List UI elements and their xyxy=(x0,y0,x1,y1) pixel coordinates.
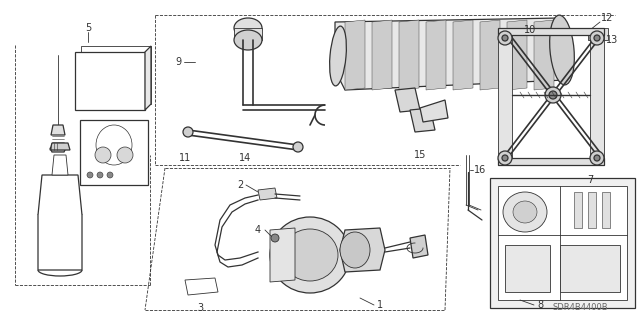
Polygon shape xyxy=(505,245,550,292)
Ellipse shape xyxy=(293,142,303,152)
Text: 7: 7 xyxy=(587,175,593,185)
Text: 5: 5 xyxy=(85,23,91,33)
Text: 3: 3 xyxy=(197,303,203,313)
Ellipse shape xyxy=(271,234,279,242)
Polygon shape xyxy=(498,30,512,165)
Polygon shape xyxy=(453,20,473,90)
Text: SDR4B4400B: SDR4B4400B xyxy=(552,303,608,313)
Text: 14: 14 xyxy=(239,153,251,163)
Polygon shape xyxy=(395,88,420,112)
Polygon shape xyxy=(270,228,295,282)
Polygon shape xyxy=(52,155,68,175)
Ellipse shape xyxy=(87,172,93,178)
Polygon shape xyxy=(38,175,82,270)
Polygon shape xyxy=(80,120,148,185)
Polygon shape xyxy=(507,20,527,90)
Text: 2: 2 xyxy=(237,180,243,190)
Ellipse shape xyxy=(545,87,561,103)
Polygon shape xyxy=(574,192,582,228)
Ellipse shape xyxy=(502,155,508,161)
Polygon shape xyxy=(145,46,151,110)
Polygon shape xyxy=(590,30,604,165)
Text: 11: 11 xyxy=(179,153,191,163)
Polygon shape xyxy=(490,178,635,308)
Polygon shape xyxy=(602,192,610,228)
Ellipse shape xyxy=(234,30,262,50)
Ellipse shape xyxy=(97,172,103,178)
Polygon shape xyxy=(345,20,365,90)
Polygon shape xyxy=(498,158,604,165)
Polygon shape xyxy=(50,148,66,152)
Polygon shape xyxy=(498,186,627,300)
Polygon shape xyxy=(410,235,428,258)
Text: 15: 15 xyxy=(414,150,426,160)
Ellipse shape xyxy=(594,155,600,161)
Polygon shape xyxy=(258,188,277,200)
Polygon shape xyxy=(340,228,385,272)
Ellipse shape xyxy=(590,31,604,45)
Text: 12: 12 xyxy=(601,13,613,23)
Ellipse shape xyxy=(95,147,111,163)
Polygon shape xyxy=(588,28,608,40)
Ellipse shape xyxy=(503,192,547,232)
Text: 8: 8 xyxy=(537,300,543,310)
Polygon shape xyxy=(399,20,419,90)
Ellipse shape xyxy=(234,18,262,38)
Polygon shape xyxy=(234,28,262,40)
Polygon shape xyxy=(560,245,620,292)
Ellipse shape xyxy=(549,91,557,99)
Ellipse shape xyxy=(590,151,604,165)
Polygon shape xyxy=(420,100,448,122)
Text: 16: 16 xyxy=(474,165,486,175)
Polygon shape xyxy=(426,20,446,90)
Polygon shape xyxy=(498,28,604,35)
Text: 4: 4 xyxy=(255,225,261,235)
Text: 1: 1 xyxy=(377,300,383,310)
Ellipse shape xyxy=(282,229,338,281)
Ellipse shape xyxy=(270,217,350,293)
Ellipse shape xyxy=(550,15,574,85)
Polygon shape xyxy=(81,46,151,104)
Text: 10: 10 xyxy=(524,25,536,35)
Ellipse shape xyxy=(498,151,512,165)
Polygon shape xyxy=(51,125,65,135)
Ellipse shape xyxy=(502,35,508,41)
Ellipse shape xyxy=(107,172,113,178)
Text: 9: 9 xyxy=(175,57,181,67)
Ellipse shape xyxy=(117,147,133,163)
Polygon shape xyxy=(480,20,500,90)
Ellipse shape xyxy=(330,26,346,86)
Polygon shape xyxy=(534,20,554,90)
Polygon shape xyxy=(372,20,392,90)
Polygon shape xyxy=(75,52,145,110)
Ellipse shape xyxy=(498,31,512,45)
Ellipse shape xyxy=(183,127,193,137)
Polygon shape xyxy=(410,108,435,132)
Polygon shape xyxy=(588,192,596,228)
Ellipse shape xyxy=(340,232,370,268)
Text: 13: 13 xyxy=(606,35,618,45)
Polygon shape xyxy=(50,143,70,150)
Ellipse shape xyxy=(594,35,600,41)
Polygon shape xyxy=(335,18,565,90)
Ellipse shape xyxy=(513,201,537,223)
